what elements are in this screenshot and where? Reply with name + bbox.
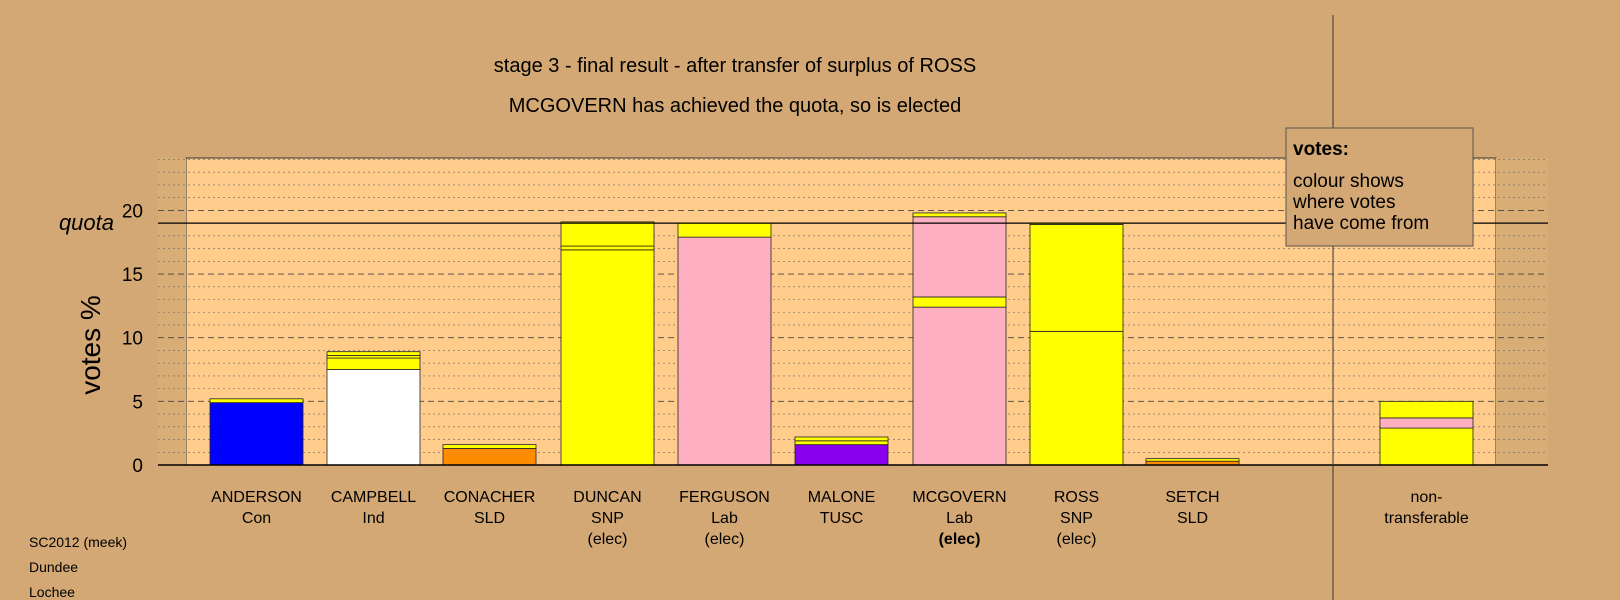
candidate-name-label: DUNCAN — [573, 489, 641, 506]
candidate-party-label: Con — [242, 510, 271, 527]
candidate-party-label: Ind — [362, 510, 384, 527]
chart-title: stage 3 - final result - after transfer … — [494, 55, 976, 77]
bar-anderson — [209, 398, 304, 466]
y-tick-label: 10 — [122, 329, 143, 350]
candidate-status-label: (elec) — [939, 531, 981, 548]
candidate-name-label: ANDERSON — [211, 489, 302, 506]
bar-duncan-segment — [560, 221, 655, 247]
bars-layer — [209, 212, 1474, 466]
bar-nontransferable-segment — [1379, 400, 1474, 419]
bar-campbell-segment — [326, 357, 421, 370]
bar-conacher — [442, 444, 537, 466]
bar-campbell-segment — [326, 369, 421, 466]
bar-malone — [794, 436, 889, 466]
bar-setch-segment — [1145, 458, 1240, 462]
legend-line-1: colour shows — [1293, 171, 1404, 192]
bar-ferguson — [677, 222, 772, 466]
bar-mcgovern-segment — [912, 306, 1007, 466]
bar-conacher-segment — [442, 444, 537, 449]
y-axis-label: votes % — [75, 295, 106, 395]
nontransferable-label: non- — [1410, 489, 1442, 506]
candidate-party-label: Lab — [946, 510, 973, 527]
candidate-name-label: ROSS — [1054, 489, 1099, 506]
quota-label: quota — [59, 210, 114, 235]
plot-margin-right — [1496, 158, 1548, 465]
candidate-name-label: CONACHER — [444, 489, 536, 506]
bar-ross — [1029, 222, 1124, 466]
y-tick-label: 15 — [122, 265, 143, 286]
legend-box — [1285, 127, 1474, 247]
bar-duncan — [560, 221, 655, 466]
footer-line-1: SC2012 (meek) — [29, 534, 127, 550]
bar-malone-segment — [794, 436, 889, 442]
footer-line-3: Lochee — [29, 584, 75, 600]
y-tick-label: 5 — [132, 392, 143, 413]
bar-ferguson-segment — [677, 236, 772, 466]
candidate-name-label: SETCH — [1165, 489, 1219, 506]
candidate-status-label: (elec) — [587, 531, 627, 548]
candidate-party-label: SLD — [1177, 510, 1208, 527]
bar-ferguson-segment — [677, 222, 772, 238]
bar-duncan-segment — [560, 245, 655, 251]
candidate-status-label: (elec) — [704, 531, 744, 548]
bar-anderson-segment — [209, 398, 304, 404]
candidate-party-label: Lab — [711, 510, 738, 527]
candidate-name-label: CAMPBELL — [331, 489, 416, 506]
candidate-party-label: TUSC — [820, 510, 864, 527]
legend-line-3: have come from — [1293, 213, 1429, 234]
bar-campbell — [326, 351, 421, 466]
candidate-status-label: (elec) — [1056, 531, 1096, 548]
bar-conacher-segment — [442, 448, 537, 466]
legend: votes: colour shows where votes have com… — [1285, 127, 1474, 247]
chart-subtitle: MCGOVERN has achieved the quota, so is e… — [509, 95, 961, 117]
candidate-labels-layer: ANDERSON Con CAMPBELL Ind CONACHER SLD DUNCAN S… — [211, 489, 1469, 548]
y-tick-label: 0 — [132, 456, 143, 477]
bar-campbell-segment — [326, 351, 421, 356]
bar-anderson-segment — [209, 402, 304, 466]
plot-margin-left — [158, 158, 186, 465]
bar-mcgovern-segment — [912, 296, 1007, 308]
bar-mcgovern-segment — [912, 216, 1007, 298]
bar-nontransferable-segment — [1379, 417, 1474, 429]
bar-mcgovern — [912, 212, 1007, 466]
candidate-party-label: SNP — [1060, 510, 1093, 527]
candidate-party-label: SNP — [591, 510, 624, 527]
bar-ross-segment — [1029, 330, 1124, 466]
bar-duncan-segment — [560, 249, 655, 466]
bar-ross-segment — [1029, 224, 1124, 332]
legend-line-2: where votes — [1292, 192, 1395, 213]
candidate-name-label: FERGUSON — [679, 489, 770, 506]
y-tick-label: 20 — [122, 201, 143, 222]
footer-line-2: Dundee — [29, 559, 78, 575]
candidate-name-label: MALONE — [808, 489, 876, 506]
nontransferable-label: transferable — [1384, 510, 1469, 527]
bar-malone-segment — [794, 440, 889, 446]
bar-mcgovern-segment — [912, 212, 1007, 218]
candidate-name-label: MCGOVERN — [912, 489, 1006, 506]
bar-nontransferable — [1379, 400, 1474, 466]
legend-title: votes: — [1293, 139, 1349, 160]
bar-setch — [1145, 458, 1240, 466]
candidate-party-label: SLD — [474, 510, 505, 527]
bar-malone-segment — [794, 444, 889, 466]
bar-nontransferable-segment — [1379, 427, 1474, 466]
